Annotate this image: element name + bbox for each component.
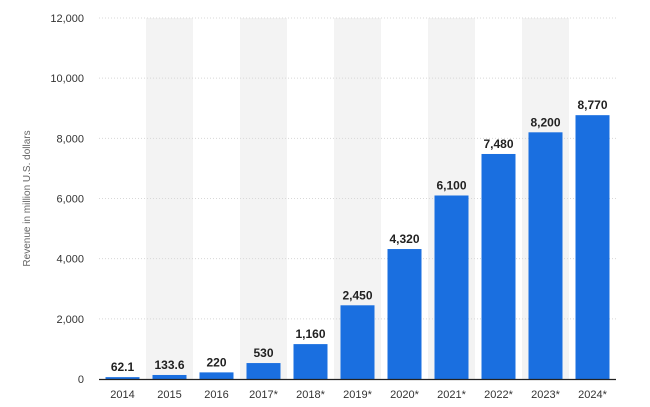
bar <box>340 305 375 379</box>
x-tick-label: 2022* <box>484 389 513 401</box>
bar <box>434 195 469 379</box>
y-tick-label: 4,000 <box>56 254 84 266</box>
bar <box>105 377 140 379</box>
data-label: 1,160 <box>295 327 325 341</box>
y-axis-ticks: 0 2,000 4,000 6,000 8,000 10,000 12,000 <box>50 13 84 386</box>
bar <box>575 115 610 380</box>
bar <box>152 374 187 379</box>
bar <box>481 153 516 379</box>
bar <box>199 372 234 379</box>
data-label: 7,480 <box>483 137 513 151</box>
data-labels: 62.1 133.6 220 530 1,160 2,450 4,320 6,100 7,480… <box>111 98 608 374</box>
data-label: 62.1 <box>111 360 135 374</box>
data-label: 6,100 <box>436 178 466 192</box>
data-label: 4,320 <box>389 232 419 246</box>
data-label: 2,450 <box>342 288 372 302</box>
bar <box>387 249 422 379</box>
x-tick-label: 2019* <box>343 389 372 401</box>
y-tick-label: 10,000 <box>50 73 84 85</box>
data-label: 8,770 <box>577 98 607 112</box>
data-label: 133.6 <box>154 358 184 372</box>
x-tick-label: 2016 <box>204 389 228 401</box>
x-tick-label: 2018* <box>296 389 325 401</box>
data-label: 530 <box>253 346 273 360</box>
y-tick-label: 2,000 <box>56 314 84 326</box>
x-axis-ticks: 2014 2015 2016 2017* 2018* 2019* 2020* 2021* 202… <box>110 389 607 401</box>
bar <box>246 363 281 379</box>
x-tick-label: 2017* <box>249 389 278 401</box>
x-tick-label: 2015 <box>157 389 181 401</box>
y-axis-label: Revenue in million U.S. dollars <box>22 130 33 266</box>
x-tick-label: 2023* <box>531 389 560 401</box>
bars <box>105 115 610 380</box>
data-label: 8,200 <box>530 115 560 129</box>
x-tick-label: 2021* <box>437 389 466 401</box>
y-tick-label: 0 <box>78 374 84 386</box>
y-tick-label: 6,000 <box>56 194 84 206</box>
data-label: 220 <box>206 355 226 369</box>
y-tick-label: 12,000 <box>50 13 84 25</box>
bar <box>293 344 328 379</box>
bar <box>528 132 563 379</box>
x-tick-label: 2024* <box>578 389 607 401</box>
x-tick-label: 2020* <box>390 389 419 401</box>
x-tick-label: 2014 <box>110 389 134 401</box>
y-tick-label: 8,000 <box>56 133 84 145</box>
